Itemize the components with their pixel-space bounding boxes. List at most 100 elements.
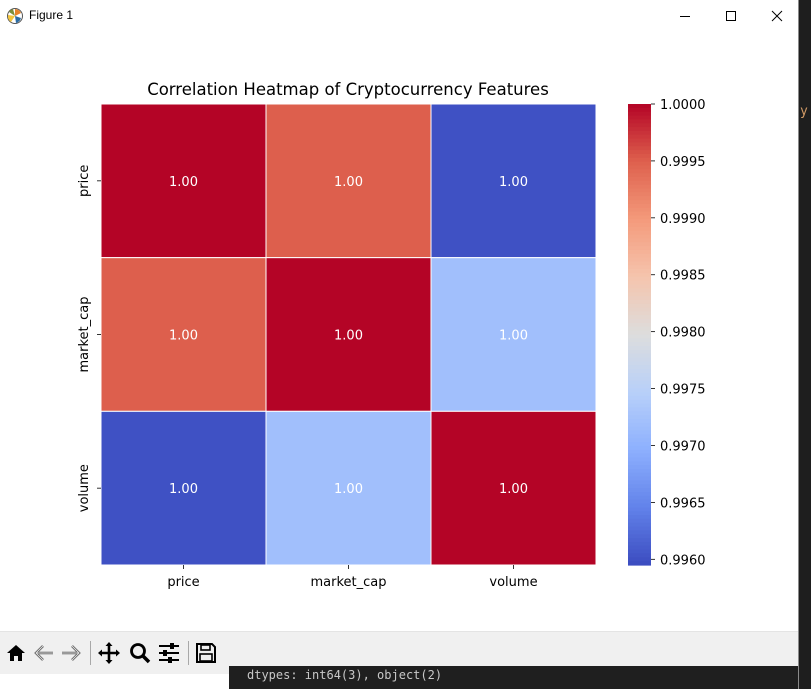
colorbar-segment <box>628 219 651 224</box>
colorbar-segment <box>628 288 651 293</box>
figure-canvas[interactable]: Correlation Heatmap of Cryptocurrency Fe… <box>0 31 798 631</box>
colorbar-segment <box>628 238 651 243</box>
colorbar-segment <box>628 150 651 155</box>
colorbar-tick-label: 0.9990 <box>660 212 706 227</box>
y-tick-label: price <box>77 165 92 197</box>
colorbar-segment <box>628 261 651 266</box>
cell-annotation: 1.00 <box>499 175 528 190</box>
colorbar-segment <box>628 299 651 305</box>
cell-annotation: 1.00 <box>169 329 198 344</box>
colorbar-segment <box>628 296 651 301</box>
colorbar-segment <box>628 111 651 117</box>
colorbar-segment <box>628 330 651 336</box>
save-button[interactable] <box>193 640 219 666</box>
colorbar-segment <box>628 276 651 282</box>
heatmap-chart: Correlation Heatmap of Cryptocurrency Fe… <box>77 80 706 590</box>
forward-button[interactable] <box>58 640 84 666</box>
maximize-icon <box>726 10 736 21</box>
colorbar-segment <box>628 557 651 562</box>
colorbar-segment <box>628 530 651 535</box>
colorbar-segment <box>628 372 651 378</box>
colorbar-segment <box>628 107 651 113</box>
colorbar-segment <box>628 499 651 505</box>
zoom-icon <box>130 643 151 664</box>
x-axis: price market_cap volume <box>167 565 538 590</box>
heatmap-cell <box>430 410 597 566</box>
cell-annotation: 1.00 <box>169 482 198 497</box>
colorbar-segment <box>628 538 651 543</box>
title-bar[interactable]: Figure 1 <box>0 0 798 31</box>
colorbar-segment <box>628 545 651 551</box>
toolbar-separator <box>188 641 189 665</box>
heatmap-annotations: 1.00 1.00 1.00 1.00 1.00 1.00 1.00 1.00 1.00 <box>169 175 528 497</box>
heatmap-cell <box>430 257 597 412</box>
colorbar-tick-label: 1.0000 <box>660 98 706 113</box>
colorbar-segment <box>628 280 651 286</box>
background-window <box>798 0 811 689</box>
background-code-fragment: y <box>800 104 808 119</box>
colorbar-tick-label: 0.9975 <box>660 383 706 398</box>
configure-subplots-button[interactable] <box>156 640 182 666</box>
colorbar-segment <box>628 319 651 324</box>
colorbar-segment <box>628 561 651 566</box>
colorbar-segment <box>628 480 651 485</box>
colorbar-segment <box>628 315 651 320</box>
colorbar-segment <box>628 507 651 512</box>
colorbar-segment <box>628 415 651 420</box>
colorbar-segment <box>628 403 651 409</box>
colorbar-segment <box>628 457 651 462</box>
colorbar-segment <box>628 445 651 451</box>
pan-icon <box>98 642 120 664</box>
colorbar-segment <box>628 526 651 532</box>
pan-button[interactable] <box>96 640 122 666</box>
minimize-button[interactable] <box>662 0 708 31</box>
colorbar-segment <box>628 380 651 386</box>
cell-annotation: 1.00 <box>334 482 363 497</box>
colorbar-segment <box>628 303 651 309</box>
colorbar-segment <box>628 430 651 435</box>
maximize-button[interactable] <box>708 0 754 31</box>
colorbar-segment <box>628 142 651 147</box>
cell-annotation: 1.00 <box>334 175 363 190</box>
colorbar-segment <box>628 138 651 144</box>
zoom-button[interactable] <box>127 640 153 666</box>
close-button[interactable] <box>754 0 800 31</box>
forward-icon <box>62 645 81 661</box>
colorbar-segment <box>628 353 651 359</box>
colorbar-segment <box>628 495 651 501</box>
colorbar-segment <box>628 223 651 228</box>
colorbar-segment <box>628 334 651 339</box>
colorbar-segment <box>628 449 651 455</box>
chart-title: Correlation Heatmap of Cryptocurrency Fe… <box>147 80 549 99</box>
colorbar-segment <box>628 322 651 328</box>
colorbar-tick-label: 0.9995 <box>660 155 706 170</box>
colorbar-segment <box>628 123 651 128</box>
colorbar-segment <box>628 369 651 374</box>
colorbar-segment <box>628 173 651 178</box>
back-button[interactable] <box>31 640 57 666</box>
toolbar-separator <box>90 641 91 665</box>
colorbar-segment <box>628 196 651 201</box>
heatmap-cell <box>430 103 597 259</box>
colorbar-segment <box>628 365 651 370</box>
colorbar-segment <box>628 246 651 251</box>
colorbar-segment <box>628 395 651 401</box>
colorbar-segment <box>628 388 651 393</box>
minimize-icon <box>680 15 690 17</box>
configure-subplots-icon <box>159 643 179 663</box>
colorbar-segment <box>628 342 651 347</box>
home-button[interactable] <box>3 640 29 666</box>
colorbar-segment <box>628 361 651 366</box>
colorbar-segment <box>628 453 651 459</box>
x-tick-label: market_cap <box>310 575 386 590</box>
colorbar-segment <box>628 476 651 482</box>
colorbar-segment <box>628 346 651 351</box>
cell-annotation: 1.00 <box>169 175 198 190</box>
colorbar-segment <box>628 515 651 520</box>
colorbar-segment <box>628 104 651 109</box>
colorbar-segment <box>628 184 651 190</box>
colorbar-segment <box>628 130 651 136</box>
colorbar-segment <box>628 192 651 197</box>
colorbar-segment <box>628 226 651 232</box>
background-terminal-text: dtypes: int64(3), object(2) <box>229 666 798 689</box>
